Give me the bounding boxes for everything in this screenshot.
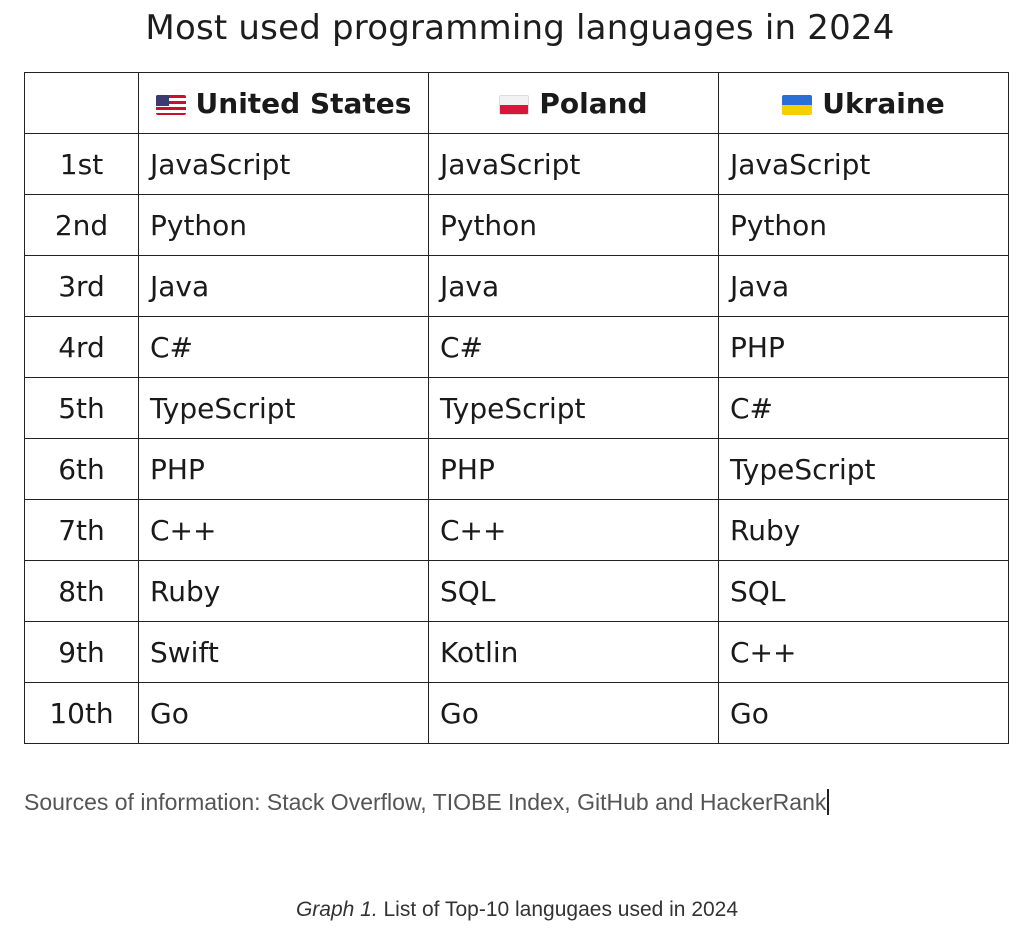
header-ukraine: Ukraine xyxy=(718,72,1009,134)
table-cell: SQL xyxy=(428,560,719,622)
caption-label: Graph 1. xyxy=(295,898,378,921)
rank-cell: 1st xyxy=(24,133,139,195)
page-title: Most used programming languages in 2024 xyxy=(145,8,895,48)
table-cell: Python xyxy=(718,194,1009,256)
table-row: 10th Go Go Go xyxy=(24,682,1009,744)
table-cell: C# xyxy=(138,316,429,378)
rank-cell: 8th xyxy=(24,560,139,622)
table-cell: PHP xyxy=(718,316,1009,378)
table-cell: C++ xyxy=(428,499,719,561)
table-header-row: United States Poland Ukraine xyxy=(24,72,1009,134)
table-cell: TypeScript xyxy=(138,377,429,439)
sources-text[interactable]: Sources of information: Stack Overflow, … xyxy=(24,789,827,815)
table-cell: Go xyxy=(718,682,1009,744)
header-united-states: United States xyxy=(138,72,429,134)
rank-cell: 10th xyxy=(24,682,139,744)
table-cell: JavaScript xyxy=(138,133,429,195)
header-label: Ukraine xyxy=(822,86,945,120)
table-cell: C++ xyxy=(138,499,429,561)
table-row: 1st JavaScript JavaScript JavaScript xyxy=(24,133,1009,195)
rank-cell: 7th xyxy=(24,499,139,561)
rank-cell: 2nd xyxy=(24,194,139,256)
table-row: 4rd C# C# PHP xyxy=(24,316,1009,378)
rank-cell: 5th xyxy=(24,377,139,439)
caption-text: List of Top-10 langugaes used in 2024 xyxy=(377,898,739,921)
table-cell: Kotlin xyxy=(428,621,719,683)
table-row: 8th Ruby SQL SQL xyxy=(24,560,1009,622)
table-cell: Go xyxy=(428,682,719,744)
table-cell: Swift xyxy=(138,621,429,683)
sources-line[interactable]: Sources of information: Stack Overflow, … xyxy=(24,789,830,816)
table-cell: C++ xyxy=(718,621,1009,683)
table-cell: Java xyxy=(138,255,429,317)
languages-table: United States Poland Ukraine 1st JavaScr… xyxy=(24,72,1009,744)
table-cell: Java xyxy=(718,255,1009,317)
table-cell: C# xyxy=(428,316,719,378)
header-poland: Poland xyxy=(428,72,719,134)
figure-caption: Graph 1. List of Top-10 langugaes used i… xyxy=(0,898,1024,922)
table-cell: Ruby xyxy=(138,560,429,622)
table-cell: Ruby xyxy=(718,499,1009,561)
table-row: 2nd Python Python Python xyxy=(24,194,1009,256)
header-label: United States xyxy=(195,86,412,120)
table-cell: JavaScript xyxy=(428,133,719,195)
rank-cell: 9th xyxy=(24,621,139,683)
table-cell: Python xyxy=(138,194,429,256)
table-cell: JavaScript xyxy=(718,133,1009,195)
table-cell: Java xyxy=(428,255,719,317)
table-row: 7th C++ C++ Ruby xyxy=(24,499,1009,561)
rank-cell: 3rd xyxy=(24,255,139,317)
table-row: 6th PHP PHP TypeScript xyxy=(24,438,1009,500)
table-cell: PHP xyxy=(138,438,429,500)
table-cell: PHP xyxy=(428,438,719,500)
table-row: 5th TypeScript TypeScript C# xyxy=(24,377,1009,439)
table-cell: SQL xyxy=(718,560,1009,622)
table-cell: Go xyxy=(138,682,429,744)
header-corner-cell xyxy=(24,72,139,134)
header-label: Poland xyxy=(539,86,648,120)
table-row: 3rd Java Java Java xyxy=(24,255,1009,317)
table-cell: C# xyxy=(718,377,1009,439)
flag-us-icon xyxy=(155,94,186,115)
table-cell: Python xyxy=(428,194,719,256)
table-cell: TypeScript xyxy=(428,377,719,439)
flag-ua-icon xyxy=(782,94,813,115)
table-row: 9th Swift Kotlin C++ xyxy=(24,621,1009,683)
rank-cell: 4rd xyxy=(24,316,139,378)
flag-pl-icon xyxy=(499,94,530,115)
text-cursor xyxy=(827,789,830,815)
rank-cell: 6th xyxy=(24,438,139,500)
table-cell: TypeScript xyxy=(718,438,1009,500)
